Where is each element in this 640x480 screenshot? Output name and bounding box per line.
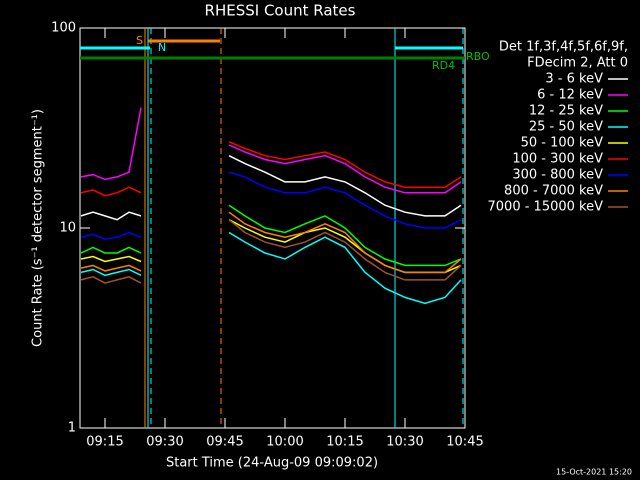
series-line — [80, 211, 462, 274]
chart-title: RHESSI Count Rates — [205, 2, 356, 20]
plot-frame — [79, 27, 466, 429]
series-line — [80, 155, 462, 221]
series-line — [80, 141, 462, 197]
y-tick-label: 1 — [68, 421, 76, 436]
footer: 15-Oct-2021 15:20 — [556, 468, 632, 477]
legend-label: 7000 - 15000 keV — [488, 200, 604, 215]
legend-label: 100 - 300 keV — [512, 152, 603, 167]
annotation: RD4 — [432, 59, 455, 72]
legend-label: 6 - 12 keV — [537, 88, 603, 103]
annotation: RBO — [466, 50, 490, 63]
series-line — [80, 107, 462, 194]
legend-label: 12 - 25 keV — [529, 104, 603, 119]
y-tick-label: 10 — [59, 221, 76, 236]
y-tick-label: 100 — [51, 21, 76, 36]
annotation: N — [158, 41, 166, 54]
legend-label: 3 - 6 keV — [545, 72, 603, 87]
x-tick-label: 10:00 — [266, 435, 303, 450]
y-axis-label: Count Rate (s⁻¹ detector segment⁻¹) — [31, 109, 46, 347]
x-tick-label: 10:45 — [446, 435, 483, 450]
legend-label: 800 - 7000 keV — [504, 184, 603, 199]
series-line — [80, 171, 462, 240]
series-line — [80, 219, 462, 284]
legend-label: 300 - 800 keV — [512, 168, 603, 183]
series-line — [80, 231, 462, 305]
series-line — [80, 204, 462, 267]
x-tick-label: 10:15 — [326, 435, 363, 450]
x-tick-label: 09:45 — [206, 435, 243, 450]
x-tick-label: 10:30 — [386, 435, 423, 450]
x-tick-label: 09:30 — [146, 435, 183, 450]
annotation: S — [136, 34, 143, 47]
legend-label: 50 - 100 keV — [521, 136, 604, 151]
x-tick-label: 09:15 — [86, 435, 123, 450]
legend-label: 25 - 50 keV — [529, 120, 603, 135]
legend-header: Det 1f,3f,4f,5f,6f,9f, — [499, 40, 628, 55]
x-axis-label: Start Time (24-Aug-09 09:09:02) — [166, 456, 378, 471]
legend-header: FDecim 2, Att 0 — [527, 56, 628, 71]
